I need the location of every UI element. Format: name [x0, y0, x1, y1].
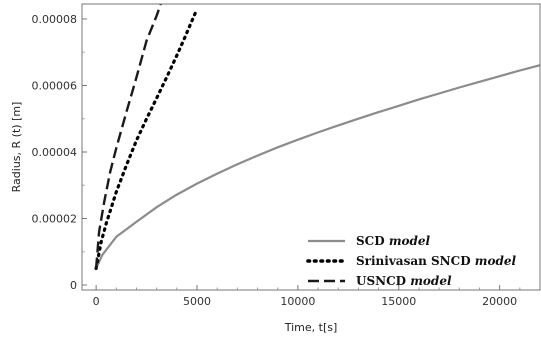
x-tick-label: 0	[93, 295, 100, 308]
series-line-dashed	[94, 4, 162, 269]
x-tick-label: 10000	[280, 295, 315, 308]
x-tick-label: 15000	[381, 295, 416, 308]
y-tick-label: 0.00006	[32, 79, 78, 92]
legend-entry: USNCD model	[356, 274, 452, 288]
y-tick-label: 0.00008	[32, 13, 78, 26]
plot-frame	[81, 3, 541, 291]
series-line-dotted	[94, 7, 199, 270]
x-tick-label: 5000	[183, 295, 211, 308]
series-line-solid	[95, 64, 540, 269]
y-tick-label: 0.00004	[32, 146, 78, 159]
legend-entry: Srinivasan SNCD model	[356, 254, 517, 268]
legend-entry: SCD model	[356, 234, 431, 248]
x-tick-label: 20000	[482, 295, 517, 308]
y-tick-label: 0	[70, 279, 77, 292]
plot-area	[94, 4, 540, 270]
legend: SCD model Srinivasan SNCD model USNCD mode…	[306, 234, 517, 288]
y-axis-title: Radius, R (t) [m]	[10, 102, 23, 193]
x-axis-title: Time, t[s]	[284, 321, 338, 334]
y-tick-label: 0.00002	[32, 213, 78, 226]
axes: 0 5000 10000 15000 20000 0 0.00002 0.00004 0.000…	[32, 3, 541, 308]
